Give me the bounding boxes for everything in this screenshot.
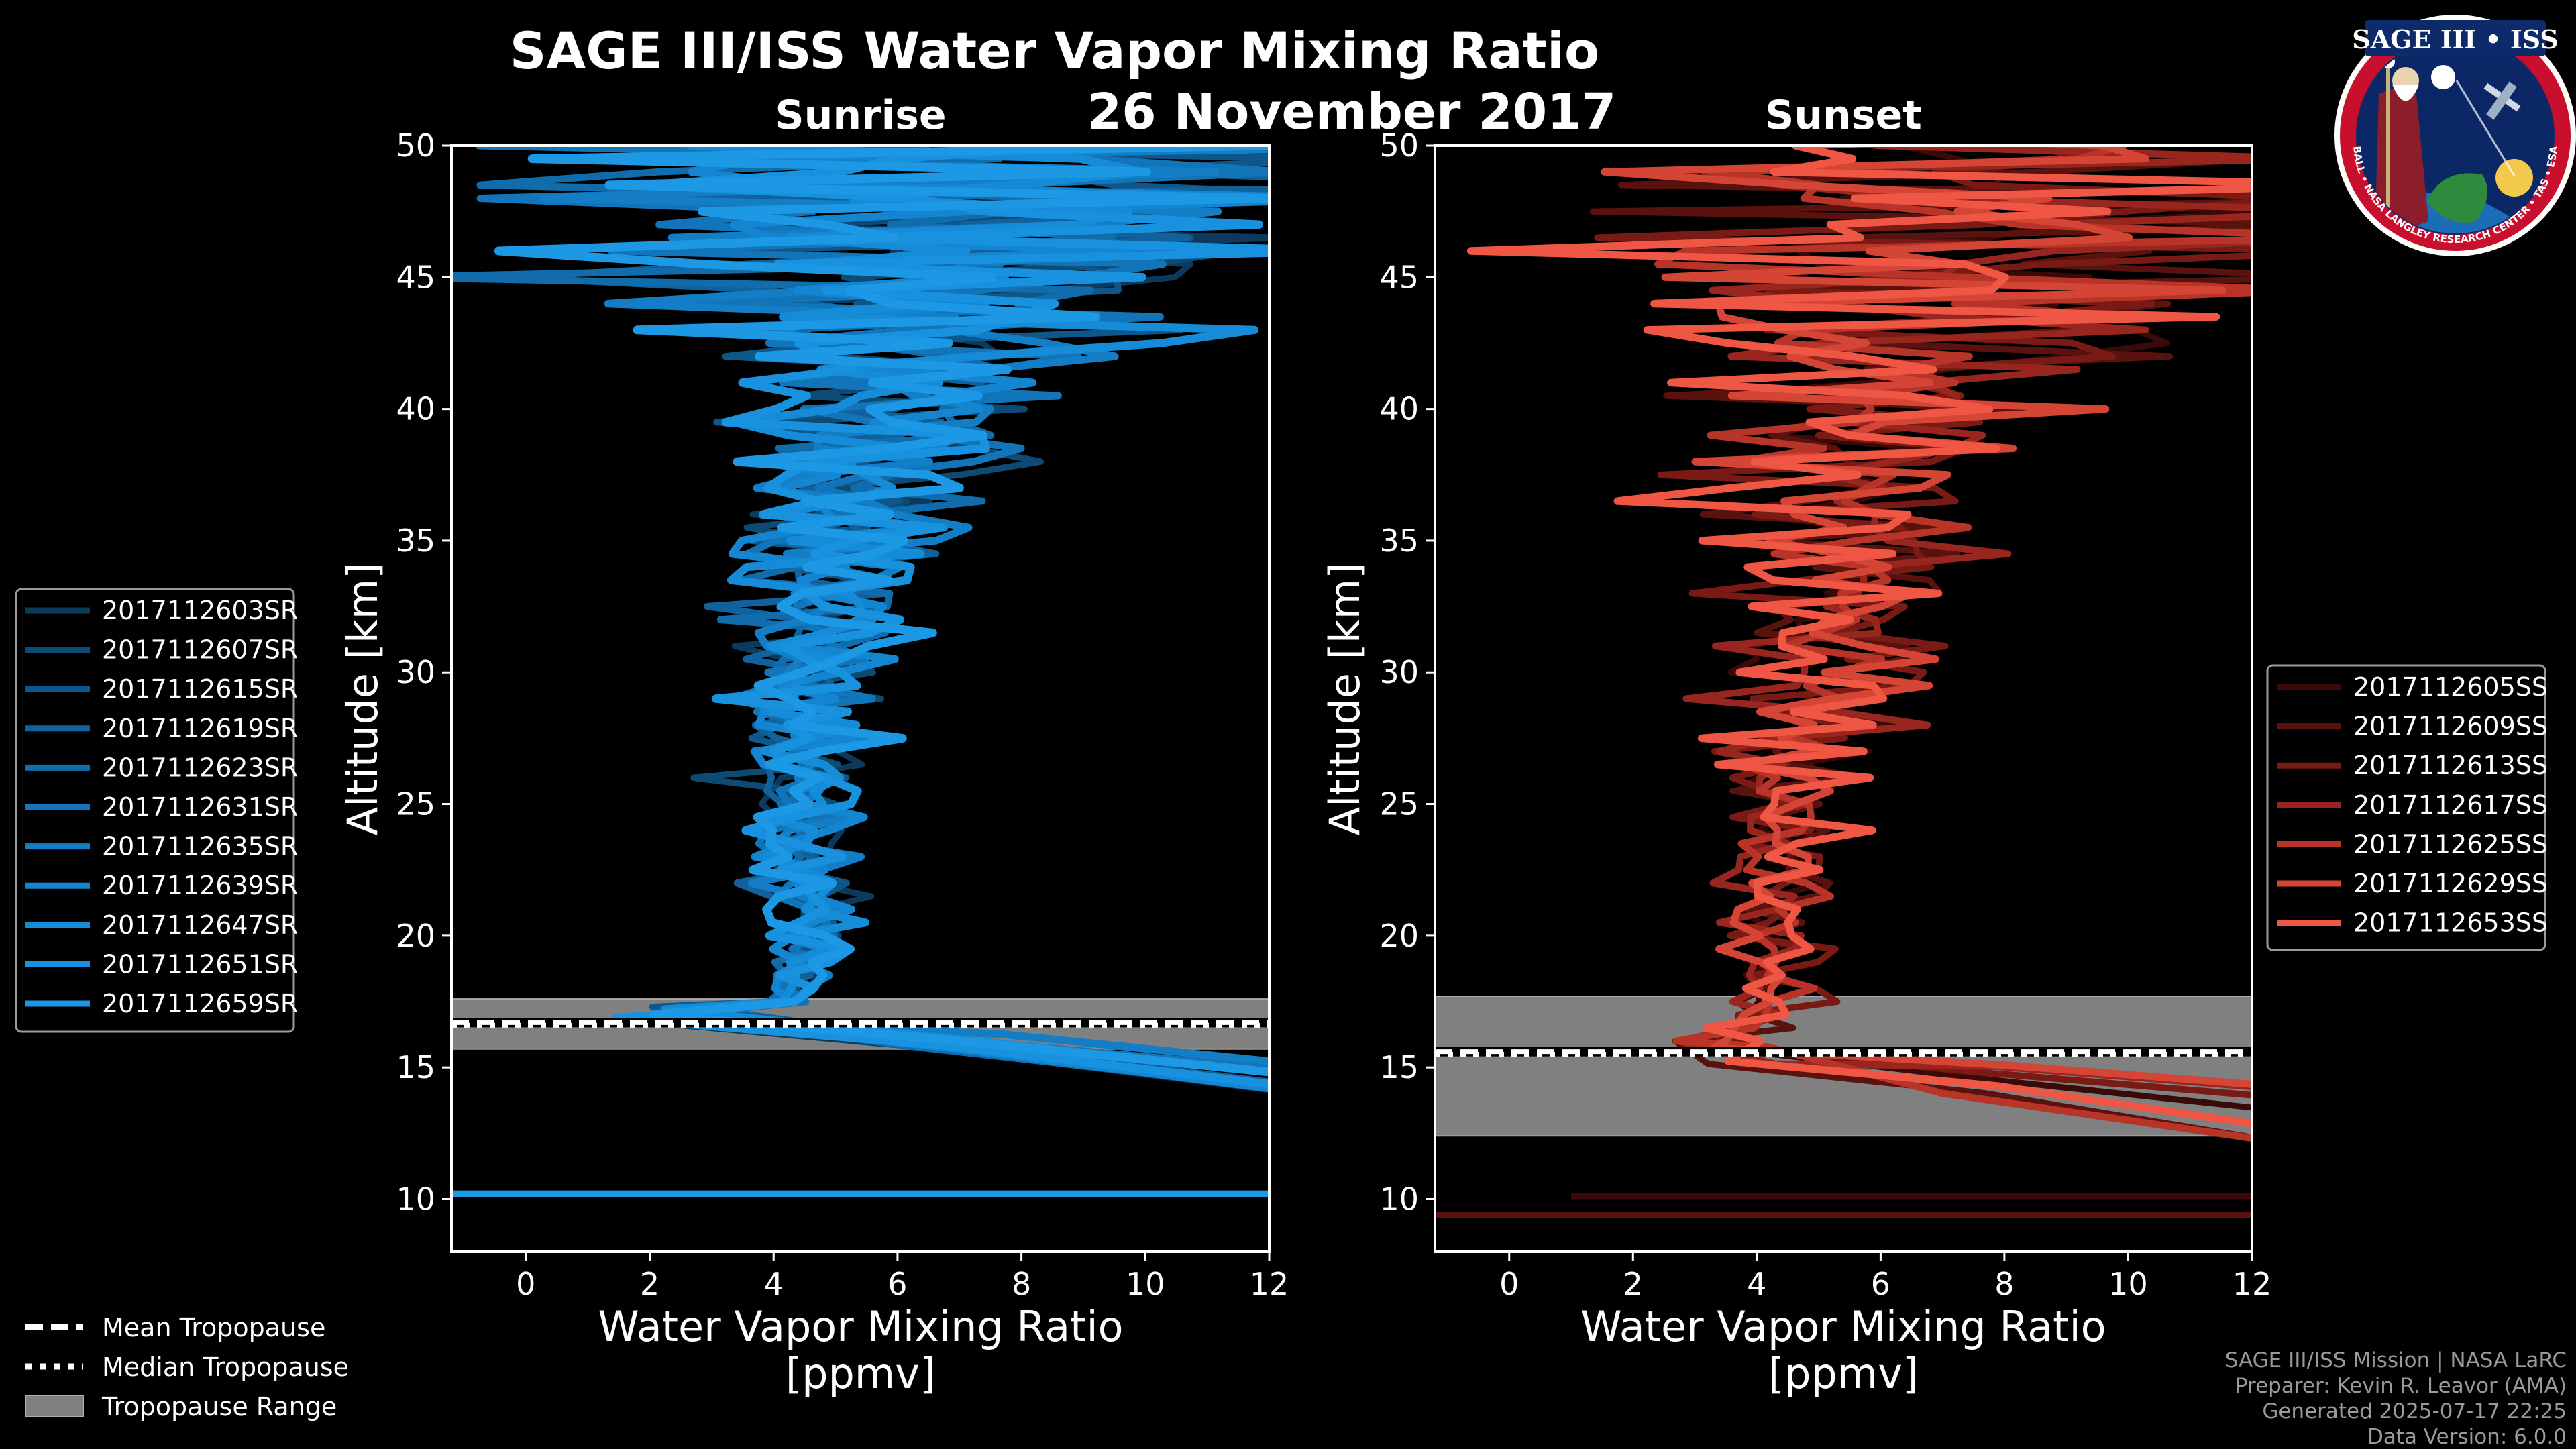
y-tick-label: 15 <box>396 1049 435 1085</box>
legend-entry-2017112647SR: 2017112647SR <box>102 910 298 940</box>
legend-box <box>2266 664 2546 951</box>
legend-entry-2017112619SR: 2017112619SR <box>102 714 298 743</box>
x-tick-label: 8 <box>1012 1266 1031 1302</box>
credits: SAGE III/ISS Mission | NASA LaRC Prepare… <box>2225 1348 2567 1449</box>
sunrise-ylabel: Altitude [km] <box>338 563 387 836</box>
legend-entry-2017112623SR: 2017112623SR <box>102 753 298 782</box>
legend-entry-2017112615SR: 2017112615SR <box>102 674 298 704</box>
legend-entry-2017112617SS: 2017112617SS <box>2353 790 2548 820</box>
legend-entry-2017112613SS: 2017112613SS <box>2353 751 2548 780</box>
sunset-legend: 2017112605SS 2017112609SS 2017112613SS 2017… <box>2266 664 2548 951</box>
y-tick-label: 40 <box>1379 391 1419 427</box>
credit-version: Data Version: 6.0.0 <box>2367 1425 2567 1449</box>
x-tick-label: 2 <box>1623 1266 1643 1302</box>
x-tick-label: 10 <box>1126 1266 1165 1302</box>
x-tick-label: 2 <box>640 1266 659 1302</box>
plot-frame <box>1434 144 2253 1253</box>
sunrise-subtitle: Sunrise <box>775 92 946 139</box>
y-tick-label: 40 <box>396 391 435 427</box>
x-tick-label: 10 <box>2108 1266 2148 1302</box>
sunrise-panel: 0 2 4 6 8 10 12 10 15 20 25 30 35 40 45 50 <box>396 127 1289 1302</box>
profile-line-2017112653SS <box>1466 146 2252 1128</box>
y-tick-label: 35 <box>396 523 435 559</box>
sunset-xlabel: Water Vapor Mixing Ratio <box>1580 1302 2106 1351</box>
sunset-ylabel: Altitude [km] <box>1320 563 1369 836</box>
sunrise-xlabel: Water Vapor Mixing Ratio <box>598 1302 1123 1351</box>
y-tick-label: 20 <box>396 918 435 954</box>
sunset-xlabel-unit: [ppmv] <box>1768 1349 1919 1398</box>
y-tick-label: 35 <box>1379 523 1419 559</box>
x-tick-label: 0 <box>1499 1266 1519 1302</box>
legend-entry-2017112607SR: 2017112607SR <box>102 635 298 665</box>
y-tick-label: 10 <box>1379 1181 1419 1217</box>
legend-entry-2017112635SR: 2017112635SR <box>102 832 298 861</box>
legend-box <box>15 588 295 1033</box>
y-tick-label: 45 <box>1379 259 1419 295</box>
y-tick-label: 20 <box>1379 918 1419 954</box>
legend-entry-2017112625SS: 2017112625SS <box>2353 829 2548 859</box>
legend-entry-2017112651SR: 2017112651SR <box>102 949 298 979</box>
profile-line-2017112659SR <box>494 146 1269 1077</box>
legend-entry-2017112659SR: 2017112659SR <box>102 989 298 1018</box>
profile-line-2017112629SS <box>1601 146 2252 1088</box>
y-tick-label: 25 <box>396 786 435 822</box>
legend-entry-2017112653SS: 2017112653SS <box>2353 908 2548 938</box>
figure-title: SAGE III/ISS Water Vapor Mixing Ratio <box>510 21 1600 80</box>
legend-entry-2017112603SR: 2017112603SR <box>102 596 298 625</box>
y-tick-label: 50 <box>396 127 435 164</box>
legend-entry-2017112629SS: 2017112629SS <box>2353 869 2548 898</box>
sage-mission-patch: SAGE III • ISS BALL • NASA LANGLEY RESEA… <box>2334 15 2576 256</box>
x-tick-label: 6 <box>1871 1266 1890 1302</box>
sunrise-xlabel-unit: [ppmv] <box>786 1349 936 1398</box>
y-tick-label: 25 <box>1379 786 1419 822</box>
median-tropopause-label: Median Tropopause <box>102 1352 349 1382</box>
patch-title: SAGE III • ISS <box>2352 24 2558 54</box>
y-tick-label: 50 <box>1379 127 1419 164</box>
y-tick-label: 10 <box>396 1181 435 1217</box>
x-tick-label: 4 <box>764 1266 784 1302</box>
y-tick-label: 45 <box>396 259 435 295</box>
plot-frame <box>450 144 1271 1253</box>
y-tick-label: 30 <box>396 654 435 690</box>
tropopause-range-label: Tropopause Range <box>101 1392 337 1421</box>
credit-generated: Generated 2025-07-17 22:25 <box>2262 1399 2567 1424</box>
legend-entry-2017112639SR: 2017112639SR <box>102 871 298 900</box>
mean-tropopause-label: Mean Tropopause <box>102 1313 325 1342</box>
credit-preparer: Preparer: Kevin R. Leavor (AMA) <box>2235 1374 2567 1398</box>
x-tick-label: 8 <box>1994 1266 2014 1302</box>
x-tick-label: 0 <box>516 1266 535 1302</box>
profile-line-2017112617SS <box>1674 146 2252 1091</box>
figure-date: 26 November 2017 <box>1087 83 1616 141</box>
credit-mission: SAGE III/ISS Mission | NASA LaRC <box>2225 1348 2567 1373</box>
y-tick-label: 15 <box>1379 1049 1419 1085</box>
legend-entry-2017112631SR: 2017112631SR <box>102 792 298 822</box>
sunset-subtitle: Sunset <box>1765 92 1922 139</box>
sunset-panel: 0 2 4 6 8 10 12 10 15 20 25 30 35 40 45 50 <box>1379 127 2272 1302</box>
x-tick-label: 6 <box>888 1266 907 1302</box>
sunrise-legend: 2017112603SR 2017112607SR 2017112615SR 2017… <box>15 588 298 1033</box>
x-tick-label: 12 <box>2233 1266 2272 1302</box>
profile-line-2017112625SS <box>1654 146 2252 1142</box>
tropopause-range-swatch <box>25 1395 84 1417</box>
legend-entry-2017112605SS: 2017112605SS <box>2353 672 2548 702</box>
x-tick-label: 4 <box>1747 1266 1766 1302</box>
y-tick-label: 30 <box>1379 654 1419 690</box>
x-tick-label: 12 <box>1250 1266 1289 1302</box>
tropopause-legend: Mean Tropopause Median Tropopause Tropop… <box>25 1313 349 1421</box>
legend-entry-2017112609SS: 2017112609SS <box>2353 712 2548 741</box>
